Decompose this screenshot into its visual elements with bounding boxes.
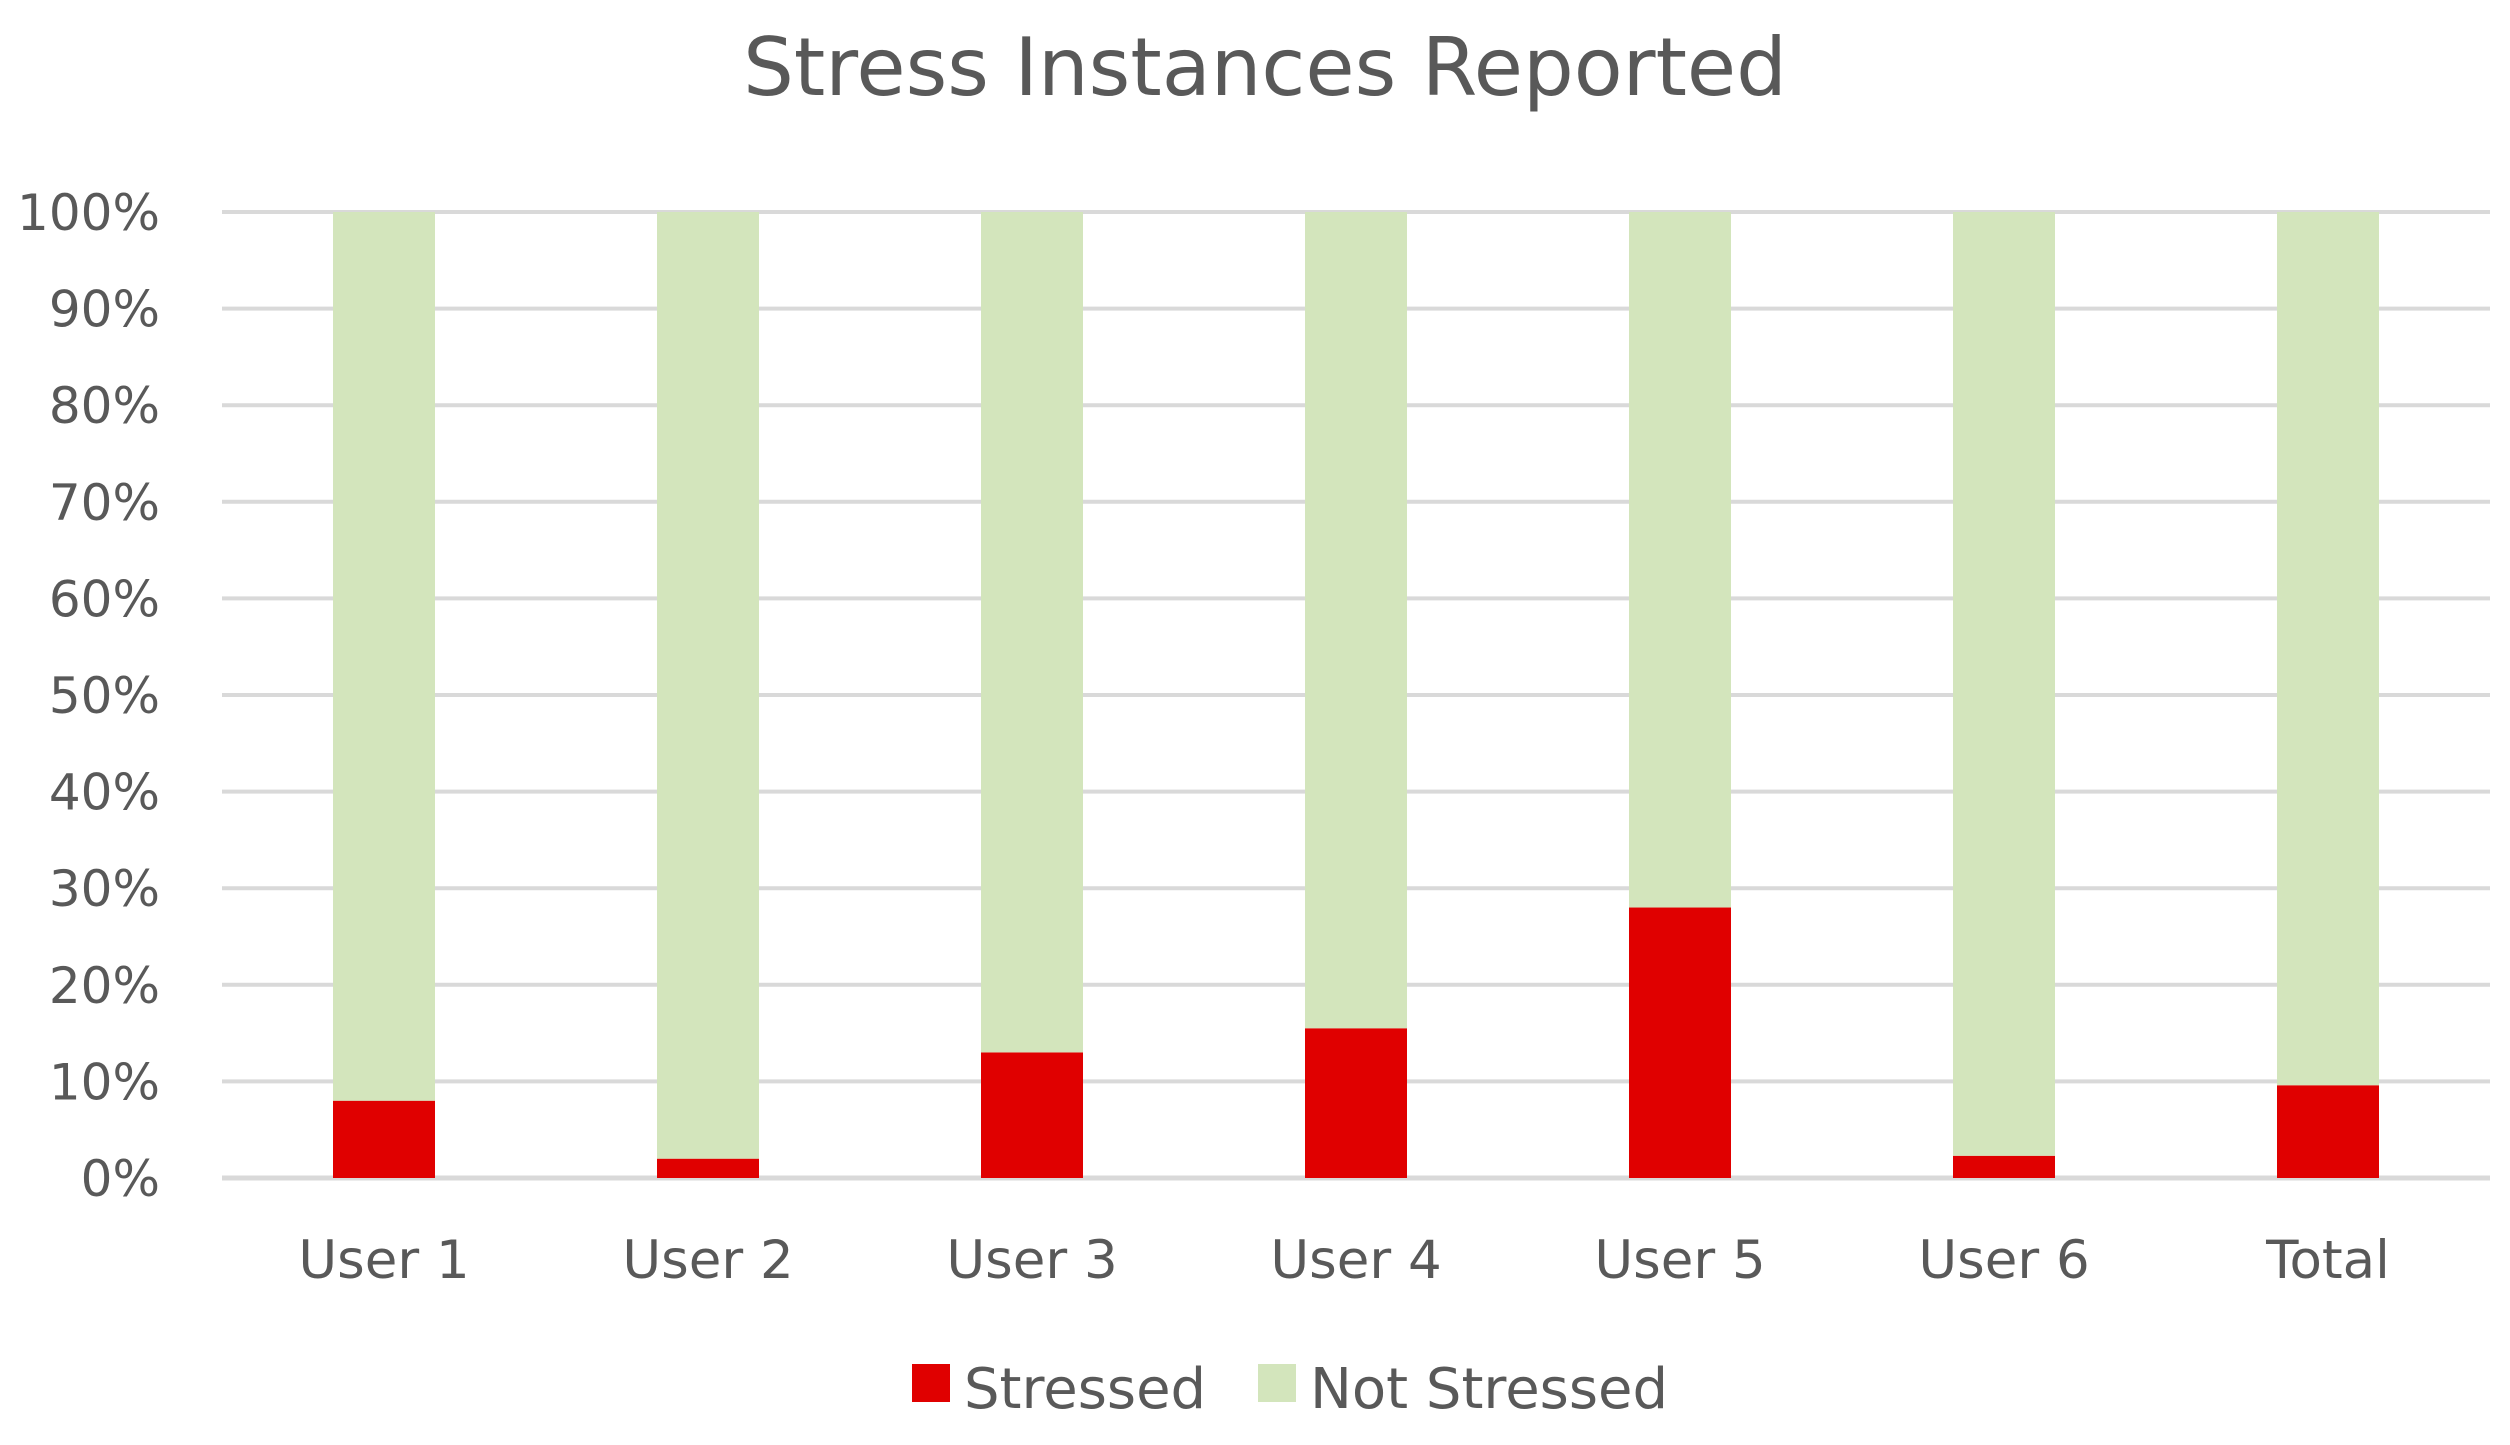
bar-not-stressed	[2277, 212, 2379, 1086]
chart-title: Stress Instances Reported	[743, 21, 1787, 114]
bar-stressed	[657, 1158, 759, 1178]
bar-stressed	[1629, 907, 1731, 1178]
x-category-label: User 1	[298, 1230, 469, 1291]
legend: Stressed Not Stressed	[912, 1357, 1668, 1422]
y-tick-label: 20%	[49, 957, 160, 1015]
bar-not-stressed	[981, 212, 1083, 1053]
bar-not-stressed	[1305, 212, 1407, 1029]
y-tick-label: 0%	[81, 1150, 160, 1208]
y-axis-ticks: 0% 10% 20% 30% 40% 50% 60% 70% 80% 90% 100%	[17, 184, 160, 1208]
legend-label: Not Stressed	[1310, 1357, 1668, 1422]
bar-stressed	[981, 1052, 1083, 1178]
x-axis-categories: User 1 User 2 User 3 User 4 User 5 User 6 Tota…	[298, 1230, 2390, 1291]
y-tick-label: 60%	[49, 570, 160, 628]
y-tick-label: 10%	[49, 1053, 160, 1111]
x-category-label: User 3	[946, 1230, 1117, 1291]
bar-stressed	[333, 1100, 435, 1178]
bar-not-stressed	[1953, 212, 2055, 1156]
x-category-label: User 4	[1270, 1230, 1441, 1291]
legend-label: Stressed	[964, 1357, 1206, 1422]
legend-swatch	[1258, 1364, 1296, 1402]
y-tick-label: 40%	[49, 764, 160, 822]
bar-not-stressed	[1629, 212, 1731, 908]
bar-not-stressed	[333, 212, 435, 1101]
x-category-label: User 6	[1918, 1230, 2089, 1291]
y-tick-label: 90%	[49, 281, 160, 339]
y-tick-label: 30%	[49, 860, 160, 918]
bar-stressed	[1953, 1155, 2055, 1178]
x-category-label: User 2	[622, 1230, 793, 1291]
y-tick-label: 70%	[49, 474, 160, 532]
bar-stressed	[2277, 1085, 2379, 1178]
bar-not-stressed	[657, 212, 759, 1159]
y-tick-label: 100%	[17, 184, 160, 242]
legend-swatch	[912, 1364, 950, 1402]
x-category-label: User 5	[1594, 1230, 1765, 1291]
x-category-label: Total	[2265, 1230, 2390, 1291]
y-tick-label: 50%	[49, 667, 160, 725]
bar-stressed	[1305, 1028, 1407, 1178]
y-tick-label: 80%	[49, 377, 160, 435]
bars	[333, 212, 2379, 1178]
